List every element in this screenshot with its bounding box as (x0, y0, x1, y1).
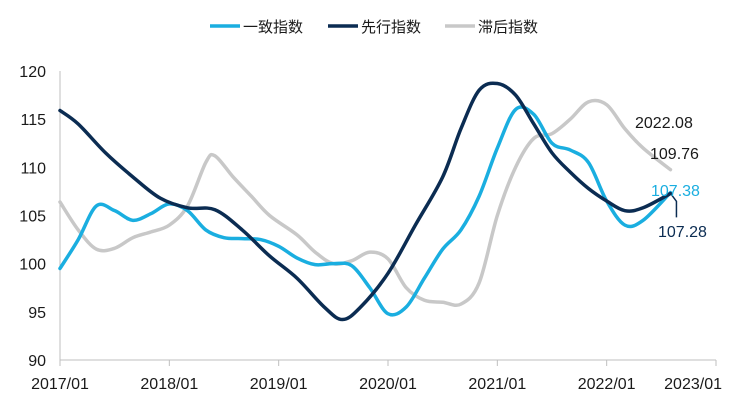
x-tick-label: 2021/01 (468, 376, 526, 393)
axes: 90 95 100 105 110 115 120 2017/01 2018/01 2019/01… (19, 64, 722, 393)
x-tick-label: 2018/01 (140, 376, 198, 393)
y-tick-label: 120 (19, 64, 46, 81)
x-tick-label: 2023/01 (664, 376, 722, 393)
legend-label: 滞后指数 (478, 18, 538, 36)
x-tick-label: 2022/01 (578, 376, 636, 393)
y-tick-label: 95 (28, 305, 46, 322)
y-tick-label: 115 (20, 112, 46, 129)
y-tick-label: 110 (20, 160, 46, 177)
leader-line (669, 192, 678, 218)
y-tick-label: 90 (28, 353, 46, 370)
legend: 一致指数 先行指数 滞后指数 (210, 18, 538, 36)
series-group (58, 81, 673, 322)
y-tick-label: 100 (19, 257, 46, 274)
legend-label: 先行指数 (361, 18, 421, 36)
annotation-leading-value: 107.28 (658, 224, 707, 241)
x-tick-label: 2017/01 (31, 376, 89, 393)
annotations: 2022.08 109.76 107.38 107.28 (635, 115, 707, 241)
series-lagging-line (58, 98, 673, 308)
series-leading-line (58, 81, 673, 322)
annotation-date: 2022.08 (635, 115, 693, 132)
annotation-coincident-value: 107.38 (651, 183, 700, 200)
x-tick-label: 2019/01 (250, 376, 308, 393)
series-coincident-line (58, 105, 673, 317)
x-tick-label: 2020/01 (359, 376, 417, 393)
legend-label: 一致指数 (243, 18, 303, 36)
annotation-lagging-value: 109.76 (650, 146, 699, 163)
y-tick-label: 105 (19, 209, 46, 226)
